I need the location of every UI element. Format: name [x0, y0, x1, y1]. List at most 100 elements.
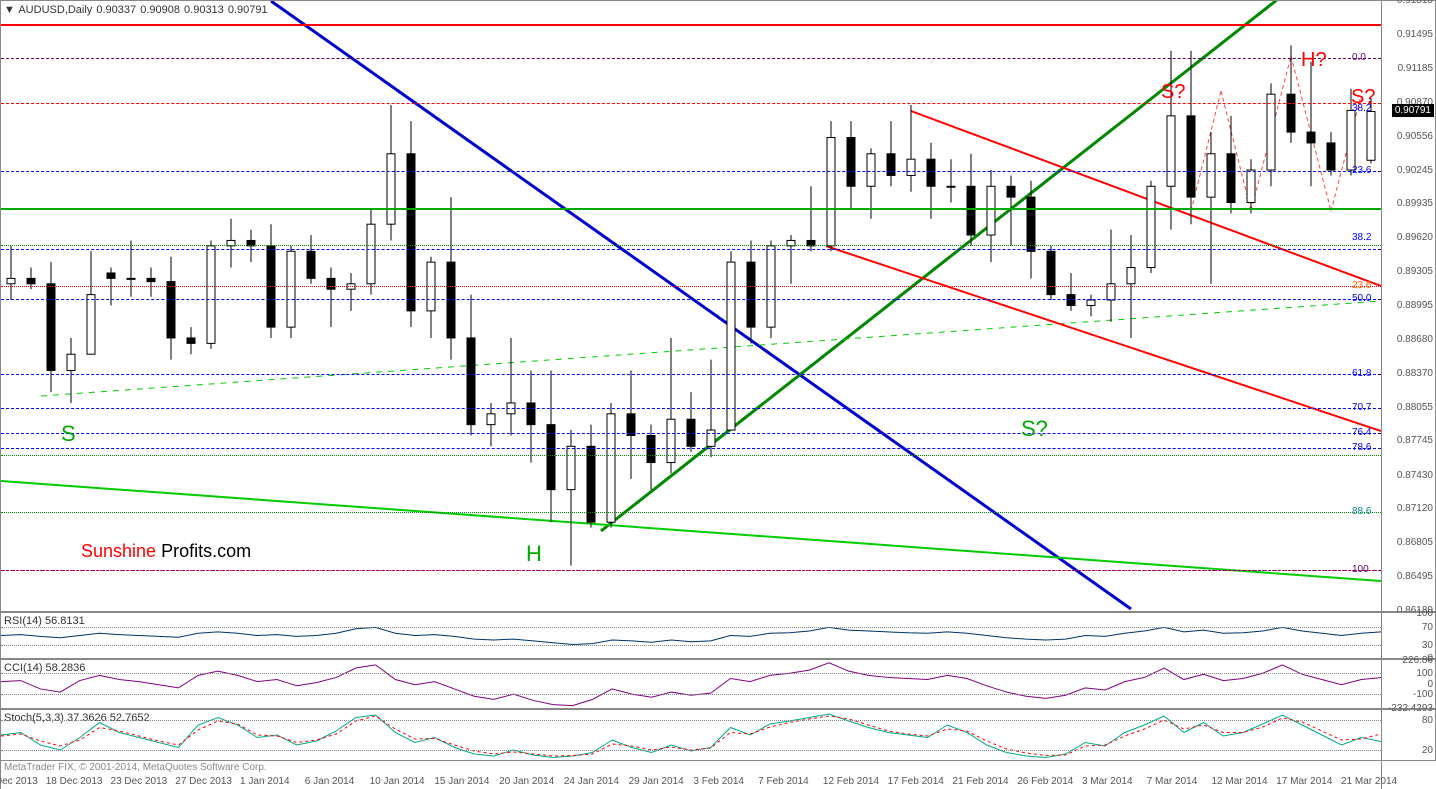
price-tick: 0.91185	[1398, 63, 1433, 74]
cci-panel[interactable]: CCI(14) 58.2836	[0, 659, 1382, 709]
price-tick: 0.91810	[1397, 0, 1433, 6]
date-tick: 17 Feb 2014	[888, 776, 944, 787]
fib-label: 76.4	[1352, 427, 1371, 438]
watermark: Sunshine Profits.com	[81, 541, 251, 562]
rsi-tick: 30	[1422, 640, 1433, 651]
fib-label: 23.6	[1352, 165, 1371, 176]
horizontal-line	[1, 408, 1381, 409]
date-axis: 13 Dec 2013 18 Dec 2013 23 Dec 2013 27 Dec …	[0, 760, 1382, 789]
chart-annotation: S?	[1161, 81, 1185, 104]
price-tick: 0.86805	[1397, 537, 1433, 548]
rsi-level-line	[1, 645, 1381, 646]
price-tick: 0.86495	[1397, 571, 1433, 582]
horizontal-line	[1, 171, 1381, 172]
horizontal-line	[1, 208, 1381, 210]
price-tick: 0.88055	[1397, 402, 1433, 413]
horizontal-line	[1, 58, 1381, 59]
horizontal-line	[1, 448, 1381, 449]
fib-label: 0.0	[1352, 52, 1366, 63]
current-price-badge: 0.90791	[1392, 104, 1434, 117]
date-tick: 13 Dec 2013	[0, 776, 38, 787]
date-tick: 3 Mar 2014	[1082, 776, 1133, 787]
copyright-label: MetaTrader FIX, © 2001-2014, MetaQuotes …	[4, 762, 267, 773]
rsi-tick: 70	[1422, 622, 1433, 633]
horizontal-line	[1, 374, 1381, 375]
cci-tick: 100	[1416, 668, 1433, 679]
fib-label: 38.2	[1352, 232, 1371, 243]
horizontal-line	[1, 245, 1381, 246]
horizontal-line	[1, 433, 1381, 434]
chart-annotation: H?	[1301, 49, 1327, 72]
stoch-level-line	[1, 720, 1381, 721]
watermark-brand: Sunshine	[81, 541, 156, 561]
chart-container: ▼ AUDUSD,Daily 0.90337 0.90908 0.90313 0…	[0, 0, 1436, 789]
date-tick: 20 Jan 2014	[499, 776, 554, 787]
horizontal-line	[1, 24, 1381, 26]
price-tick: 0.87430	[1397, 470, 1433, 481]
cci-axis: 226.861000-100-232.4293	[1380, 659, 1436, 709]
stoch-tick: 80	[1422, 715, 1433, 726]
price-axis: 0.918100.914950.911850.908700.905560.902…	[1380, 0, 1436, 612]
price-tick: 0.88370	[1397, 368, 1433, 379]
date-tick: 6 Jan 2014	[305, 776, 355, 787]
fib-label: 50.0	[1352, 293, 1371, 304]
horizontal-line	[1, 570, 1381, 571]
stoch-tick: 20	[1422, 745, 1433, 756]
stoch-level-line	[1, 750, 1381, 751]
cci-tick: 226.86	[1402, 655, 1433, 666]
date-tick: 26 Feb 2014	[1017, 776, 1073, 787]
price-tick: 0.88995	[1397, 300, 1433, 311]
date-tick: 7 Feb 2014	[758, 776, 809, 787]
date-tick: 27 Dec 2013	[175, 776, 232, 787]
fib-label: 78.6	[1352, 442, 1371, 453]
horizontal-line	[1, 512, 1381, 513]
date-tick: 24 Jan 2014	[564, 776, 619, 787]
price-tick: 0.89620	[1397, 232, 1433, 243]
rsi-level-line	[1, 627, 1381, 628]
fib-label: 38.2	[1352, 103, 1371, 114]
fib-label: 88.6	[1352, 506, 1371, 517]
date-tick: 21 Feb 2014	[952, 776, 1008, 787]
fib-label: 100	[1352, 564, 1369, 575]
stoch-axis: 80 20	[1380, 709, 1436, 761]
cci-level-line	[1, 694, 1381, 695]
cci-tick: 0	[1427, 679, 1433, 690]
date-tick: 12 Feb 2014	[823, 776, 879, 787]
rsi-canvas	[1, 613, 1381, 658]
price-tick: 0.91495	[1397, 29, 1433, 40]
rsi-axis: 10070300	[1380, 612, 1436, 659]
cci-canvas	[1, 660, 1381, 708]
watermark-domain: Profits.com	[161, 541, 251, 561]
date-tick: 10 Jan 2014	[370, 776, 425, 787]
date-tick: 12 Mar 2014	[1211, 776, 1267, 787]
price-tick: 0.89935	[1397, 198, 1433, 209]
price-tick: 0.90245	[1397, 165, 1433, 176]
horizontal-line	[1, 249, 1381, 250]
price-tick: 0.90556	[1397, 131, 1433, 142]
cci-level-line	[1, 673, 1381, 674]
horizontal-line	[1, 299, 1381, 300]
price-tick: 0.87120	[1397, 503, 1433, 514]
horizontal-line	[1, 286, 1381, 287]
rsi-panel[interactable]: RSI(14) 56.8131	[0, 612, 1382, 659]
fib-label: 23.6	[1352, 280, 1371, 291]
date-tick: 3 Feb 2014	[693, 776, 744, 787]
stoch-canvas	[1, 710, 1381, 760]
price-tick: 0.87745	[1397, 435, 1433, 446]
date-tick: 7 Mar 2014	[1147, 776, 1198, 787]
date-tick: 1 Jan 2014	[240, 776, 290, 787]
price-tick: 0.89305	[1397, 266, 1433, 277]
fib-label: 61.8	[1352, 368, 1371, 379]
rsi-tick: 100	[1416, 608, 1433, 619]
date-tick: 18 Dec 2013	[46, 776, 103, 787]
price-chart[interactable]: ▼ AUDUSD,Daily 0.90337 0.90908 0.90313 0…	[0, 0, 1382, 612]
chart-annotation: S?	[1021, 416, 1048, 442]
fib-label: 70.7	[1352, 402, 1371, 413]
stoch-panel[interactable]: Stoch(5,3,3) 37.3626 52.7652	[0, 709, 1382, 761]
chart-annotation: H	[526, 541, 542, 567]
date-tick: 29 Jan 2014	[629, 776, 684, 787]
horizontal-line	[1, 455, 1381, 456]
date-tick: 23 Dec 2013	[111, 776, 168, 787]
date-tick: 17 Mar 2014	[1276, 776, 1332, 787]
cci-tick: -100	[1413, 689, 1433, 700]
